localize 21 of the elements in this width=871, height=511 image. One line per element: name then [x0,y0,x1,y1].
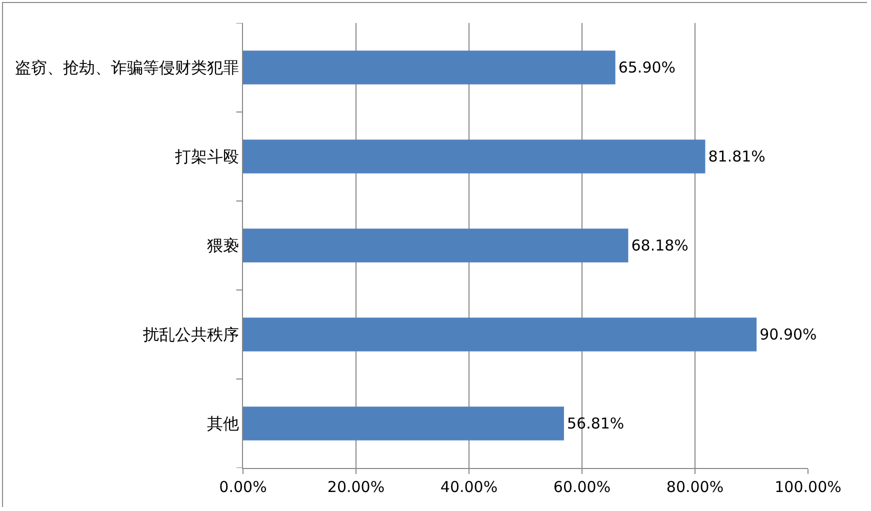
data-label: 56.81% [566,414,624,432]
bar [243,140,706,174]
y-tick-label: 打架斗殴 [174,147,239,166]
x-tick-label: 20.00% [327,478,385,496]
data-label: 68.18% [631,236,688,254]
bar [243,318,757,352]
data-label: 81.81% [708,148,766,166]
x-tick-label: 80.00% [666,478,724,496]
x-tick-label: 100.00% [774,478,842,496]
x-tick-label: 0.00% [219,478,267,496]
bar [243,50,616,84]
y-tick-label: 扰乱公共秩序 [142,325,239,344]
x-tick-label: 40.00% [440,478,498,496]
y-tick-label: 盗窃、抢劫、诈骗等侵财类犯罪 [14,58,239,78]
data-label: 65.90% [618,58,676,76]
bar [243,228,628,262]
y-tick-label: 其他 [206,414,239,434]
x-tick-label: 60.00% [553,478,611,496]
y-tick-label: 猥亵 [206,236,239,256]
data-label: 90.90% [760,326,817,344]
bar [243,406,564,440]
